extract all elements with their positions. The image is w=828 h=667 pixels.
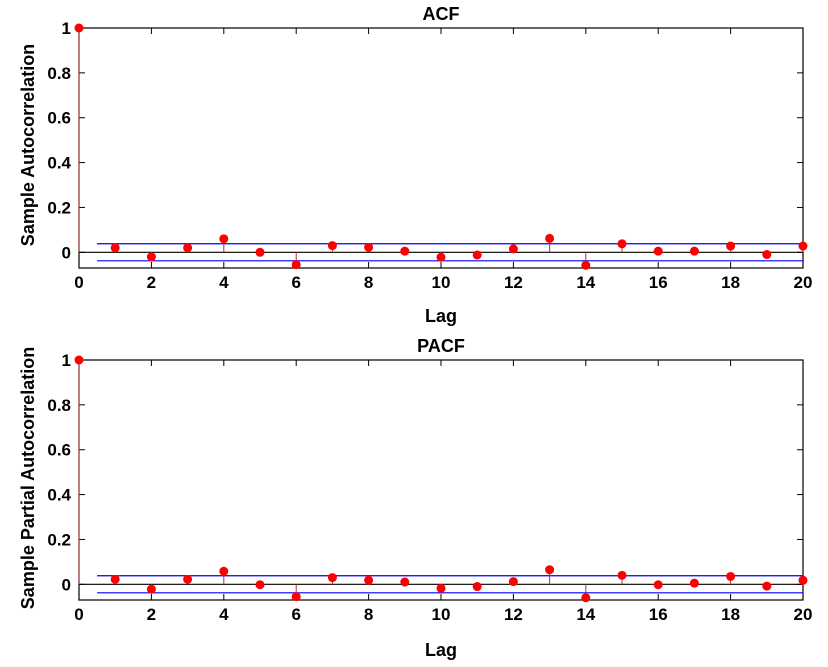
acf-xtick-label: 8: [364, 273, 373, 292]
pacf-marker: [653, 580, 663, 590]
acf-marker: [74, 23, 84, 33]
pacf-ytick-label: 0.8: [47, 396, 71, 415]
pacf-xtick-label: 0: [74, 605, 83, 624]
acf-xtick-label: 20: [794, 273, 813, 292]
acf-xtick-label: 4: [219, 273, 229, 292]
acf-xtick-label: 12: [504, 273, 523, 292]
pacf-marker: [291, 592, 301, 602]
pacf-xtick-label: 2: [147, 605, 156, 624]
pacf-marker: [183, 574, 193, 584]
pacf-ytick-label: 0.2: [47, 530, 71, 549]
acf-xtick-label: 0: [74, 273, 83, 292]
pacf-title: PACF: [417, 336, 465, 356]
pacf-axes-box: [78, 359, 804, 601]
pacf-xtick-label: 18: [721, 605, 740, 624]
pacf-marker: [219, 566, 229, 576]
pacf-ytick-label: 0.4: [47, 486, 71, 505]
pacf-marker: [581, 593, 591, 603]
acf-marker: [653, 246, 663, 256]
acf-marker: [726, 241, 736, 251]
pacf-marker: [110, 574, 120, 584]
pacf-xtick-label: 8: [364, 605, 373, 624]
acf-ylabel: Sample Autocorrelation: [18, 44, 38, 246]
acf-xtick-label: 18: [721, 273, 740, 292]
pacf-xtick-label: 10: [432, 605, 451, 624]
acf-title: ACF: [423, 4, 460, 24]
pacf-marker: [726, 571, 736, 581]
pacf-marker: [146, 584, 156, 594]
acf-xlabel: Lag: [425, 306, 457, 326]
pacf-marker: [436, 583, 446, 593]
pacf-marker: [364, 575, 374, 585]
pacf-xtick-label: 6: [291, 605, 300, 624]
acf-marker: [762, 250, 772, 260]
acf-ytick-label: 0.8: [47, 64, 71, 83]
acf-axes-box: [78, 27, 804, 269]
acf-marker: [617, 239, 627, 249]
pacf-marker: [255, 580, 265, 590]
acf-xtick-label: 2: [147, 273, 156, 292]
acf-marker: [400, 246, 410, 256]
acf-axes: ACF Lag Sample Autocorrelation 0 2 4 6 8 10 12…: [18, 4, 812, 326]
pacf-marker: [74, 355, 84, 365]
acf-xtick-label: 10: [432, 273, 451, 292]
pacf-marker: [545, 565, 555, 575]
acf-marker: [146, 252, 156, 262]
acf-ytick-label: 0: [62, 243, 71, 262]
acf-xtick-label: 14: [576, 273, 595, 292]
acf-marker: [327, 241, 337, 251]
acf-marker: [291, 260, 301, 270]
acf-xtick-label: 6: [291, 273, 300, 292]
pacf-marker: [327, 573, 337, 583]
pacf-xtick-label: 4: [219, 605, 229, 624]
pacf-xlabel: Lag: [425, 640, 457, 660]
acf-xtick-label: 16: [649, 273, 668, 292]
acf-marker: [255, 247, 265, 257]
pacf-ylabel: Sample Partial Autocorrelation: [18, 347, 38, 609]
pacf-xtick-label: 16: [649, 605, 668, 624]
acf-marker: [581, 260, 591, 270]
pacf-xtick-label: 14: [576, 605, 595, 624]
acf-ytick-label: 0.2: [47, 198, 71, 217]
acf-ytick-label: 0.4: [47, 154, 71, 173]
pacf-marker: [798, 575, 808, 585]
pacf-marker: [508, 577, 518, 587]
acf-marker: [183, 243, 193, 253]
pacf-marker: [762, 581, 772, 591]
pacf-axes: PACF Lag Sample Partial Autocorrelation …: [18, 336, 812, 660]
acf-marker: [436, 252, 446, 262]
acf-marker: [545, 233, 555, 243]
acf-marker: [689, 246, 699, 256]
acf-marker: [472, 250, 482, 260]
pacf-ytick-label: 0: [62, 575, 71, 594]
acf-marker: [110, 243, 120, 253]
pacf-marker: [472, 582, 482, 592]
pacf-ytick-label: 0.6: [47, 441, 71, 460]
acf-ytick-label: 0.6: [47, 109, 71, 128]
pacf-marker: [617, 570, 627, 580]
pacf-ytick-label: 1: [62, 351, 71, 370]
acf-marker: [508, 244, 518, 254]
acf-ytick-label: 1: [62, 19, 71, 38]
pacf-xtick-label: 12: [504, 605, 523, 624]
acf-marker: [798, 241, 808, 251]
pacf-marker: [400, 577, 410, 587]
pacf-marker: [689, 578, 699, 588]
acf-marker: [364, 242, 374, 252]
acf-marker: [219, 234, 229, 244]
pacf-xtick-label: 20: [794, 605, 813, 624]
